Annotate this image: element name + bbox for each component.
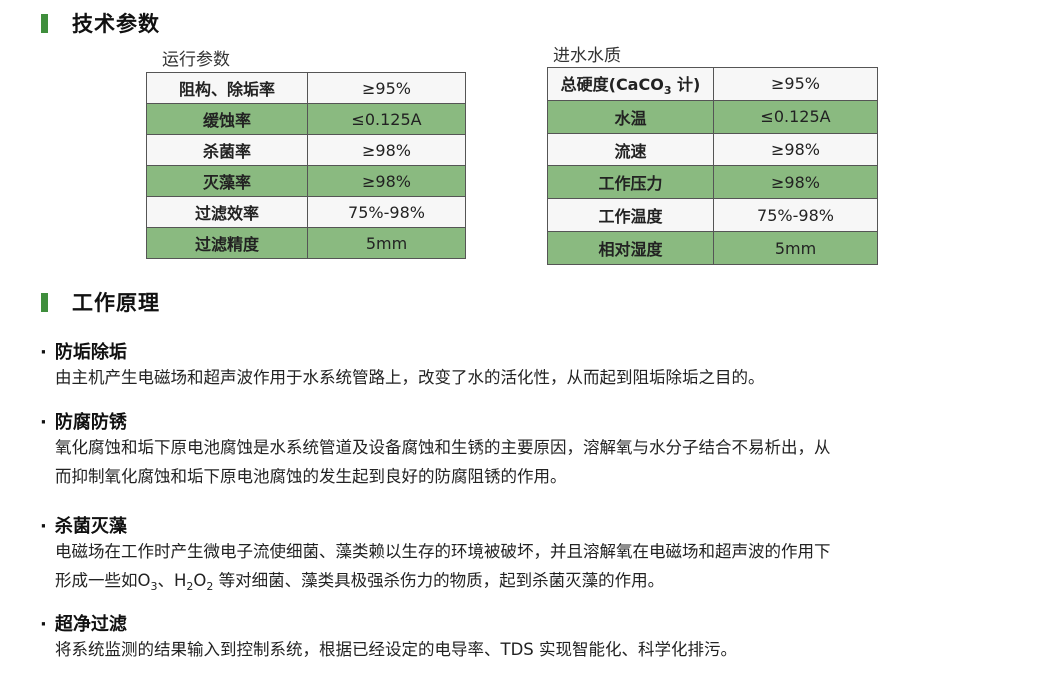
param-value: ≥98%: [307, 134, 466, 166]
param-value: ≤0.125A: [307, 103, 466, 135]
param-name: 缓蚀率: [146, 103, 308, 135]
param-value: 75%-98%: [713, 198, 878, 233]
principle-item: 防垢除垢由主机产生电磁场和超声波作用于水系统管路上，改变了水的活化性，从而起到阻…: [40, 338, 765, 393]
param-name: 工作温度: [547, 198, 714, 233]
table-row: 工作压力 ≥98%: [547, 165, 878, 200]
heading-marker: [41, 13, 48, 33]
param-name: 相对湿度: [547, 231, 714, 265]
param-name: 总硬度(CaCO3 计): [547, 67, 714, 101]
section-title: 技术参数: [72, 12, 160, 36]
param-value: ≥98%: [713, 165, 878, 200]
principle-text: 由主机产生电磁场和超声波作用于水系统管路上，改变了水的活化性，从而起到阻垢除垢之…: [55, 368, 765, 387]
param-value: 75%-98%: [307, 196, 466, 228]
param-name: 过滤精度: [146, 227, 308, 259]
principle-title: 防腐防锈: [40, 408, 831, 434]
param-name: 灭藻率: [146, 165, 308, 197]
inlet-water-quality-table: 总硬度(CaCO3 计) ≥95% 水温 ≤0.125A 流速 ≥98% 工作压力 ≥98% 工…: [547, 67, 878, 265]
table-row: 阻构、除垢率 ≥95%: [146, 72, 466, 104]
table1-caption: 运行参数: [162, 50, 230, 70]
param-name: 工作压力: [547, 165, 714, 200]
table-row: 水温 ≤0.125A: [547, 99, 878, 134]
principle-text: 电磁场在工作时产生微电子流使细菌、藻类赖以生存的环境被破坏，并且溶解氧在电磁场和…: [55, 542, 831, 561]
table-row: 杀菌率 ≥98%: [146, 134, 466, 166]
table-row: 相对湿度 5mm: [547, 231, 878, 265]
heading-marker: [41, 292, 48, 312]
table-row: 总硬度(CaCO3 计) ≥95%: [547, 67, 878, 101]
param-name: 过滤效率: [146, 196, 308, 228]
param-name: 水温: [547, 99, 714, 134]
param-value: ≥95%: [307, 72, 466, 104]
section-heading-working-principle: 工作原理: [41, 291, 160, 315]
section-heading-tech-params: 技术参数: [41, 12, 160, 36]
principle-text: 将系统监测的结果输入到控制系统，根据已经设定的电导率、TDS 实现智能化、科学化…: [55, 640, 738, 659]
operating-params-table: 阻构、除垢率 ≥95% 缓蚀率 ≤0.125A 杀菌率 ≥98% 灭藻率 ≥98% 过滤效率 75…: [146, 72, 466, 259]
principle-text: 形成一些如O3、H2O2 等对细菌、藻类具极强杀伤力的物质，起到杀菌灭藻的作用。: [55, 570, 665, 593]
param-value: ≤0.125A: [713, 99, 878, 134]
principle-text: 氧化腐蚀和垢下原电池腐蚀是水系统管道及设备腐蚀和生锈的主要原因，溶解氧与水分子结…: [55, 438, 831, 457]
param-value: ≥95%: [713, 67, 878, 101]
table-row: 过滤效率 75%-98%: [146, 196, 466, 228]
principle-title: 超净过滤: [40, 610, 737, 636]
table-row: 灭藻率 ≥98%: [146, 165, 466, 197]
table-row: 流速 ≥98%: [547, 132, 878, 167]
table2-caption: 进水水质: [553, 46, 621, 66]
table-row: 过滤精度 5mm: [146, 227, 466, 259]
param-name: 阻构、除垢率: [146, 72, 308, 104]
principle-item: 防腐防锈氧化腐蚀和垢下原电池腐蚀是水系统管道及设备腐蚀和生锈的主要原因，溶解氧与…: [40, 408, 831, 491]
principle-text: 而抑制氧化腐蚀和垢下原电池腐蚀的发生起到良好的防腐阻锈的作用。: [55, 466, 567, 486]
section-title: 工作原理: [72, 291, 160, 315]
principle-title: 杀菌灭藻: [40, 512, 831, 538]
table-row: 工作温度 75%-98%: [547, 198, 878, 233]
principle-item: 杀菌灭藻电磁场在工作时产生微电子流使细菌、藻类赖以生存的环境被破坏，并且溶解氧在…: [40, 512, 831, 601]
param-value: ≥98%: [307, 165, 466, 197]
param-name: 杀菌率: [146, 134, 308, 166]
param-value: 5mm: [307, 227, 466, 259]
param-name: 流速: [547, 132, 714, 167]
param-value: ≥98%: [713, 132, 878, 167]
principle-title: 防垢除垢: [40, 338, 765, 364]
param-value: 5mm: [713, 231, 878, 265]
table-row: 缓蚀率 ≤0.125A: [146, 103, 466, 135]
